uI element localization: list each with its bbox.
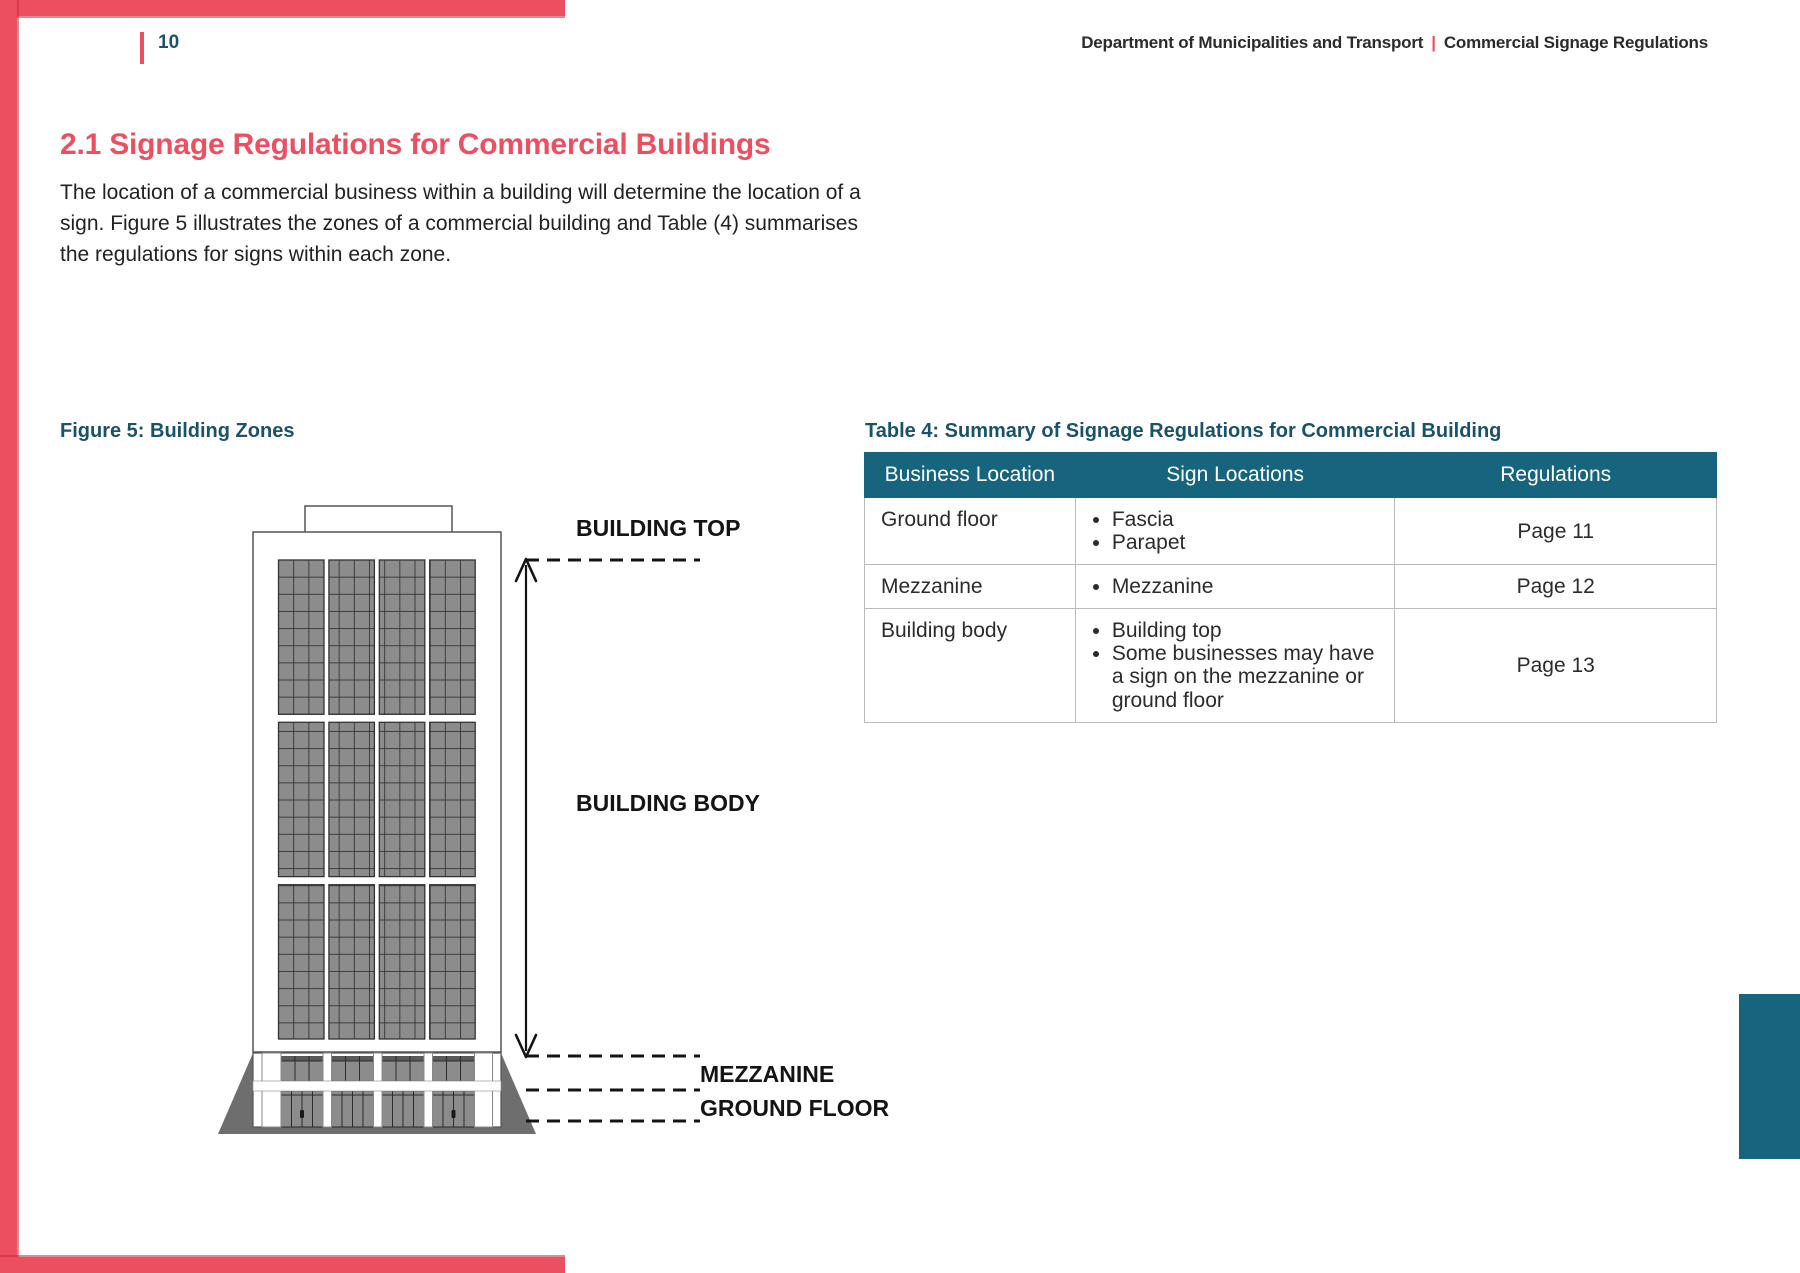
svg-text:BUILDING BODY: BUILDING BODY [576, 790, 760, 816]
svg-text:BUILDING TOP: BUILDING TOP [576, 515, 740, 541]
svg-text:MEZZANINE: MEZZANINE [700, 1061, 834, 1087]
svg-text:GROUND FLOOR: GROUND FLOOR [700, 1095, 889, 1121]
